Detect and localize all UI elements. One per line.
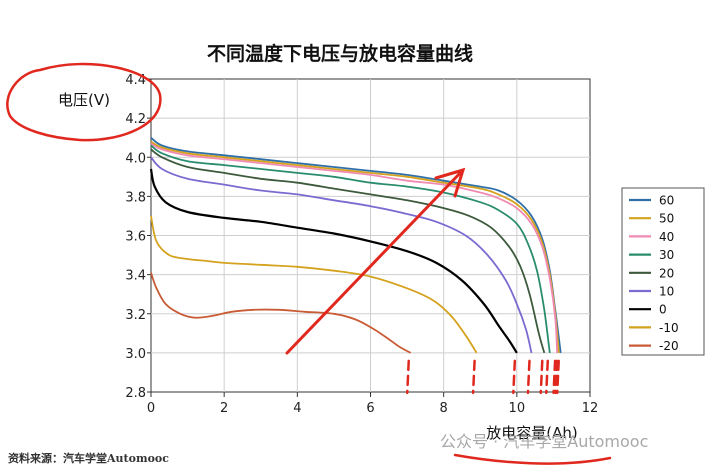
- cutoff-dash-marks: [405, 359, 560, 395]
- trend-arrow-annotation: [285, 168, 465, 355]
- y-axis-ticks: 2.83.03.23.43.63.84.04.24.4: [125, 73, 151, 401]
- cutoff-dash-10: [526, 359, 531, 395]
- x-tick-label: 4: [293, 401, 301, 416]
- series-line-30: [150, 144, 551, 354]
- x-tick-label: 8: [440, 401, 448, 416]
- legend: 60 50 40 30 20 10 0 -10 -20: [621, 187, 705, 356]
- cutoff-dash-50: [554, 359, 559, 395]
- series-line-10: [150, 156, 533, 354]
- ylabel-circle-annotation: [6, 62, 162, 142]
- legend-label-50: 50: [659, 212, 674, 226]
- legend-label-40: 40: [659, 230, 674, 244]
- series-line--10: [150, 215, 478, 354]
- series-line-20: [150, 148, 546, 354]
- legend-label-60: 60: [659, 194, 674, 208]
- series-layer: [149, 136, 562, 354]
- x-tick-label: 12: [582, 401, 599, 416]
- x-tick-label: 0: [147, 401, 155, 416]
- y-tick-label: 3.0: [125, 347, 146, 362]
- watermark-text: 公众号 · 汽车学堂Automooc: [440, 432, 648, 451]
- legend-label--20: -20: [659, 339, 679, 353]
- x-axis-ticks: 0 2 4 6 8 10 12: [147, 392, 598, 416]
- legend-items: 60 50 40 30 20 10 0 -10 -20: [629, 194, 679, 353]
- x-tick-label: 6: [366, 401, 374, 416]
- cutoff-dash-0: [512, 359, 517, 395]
- y-tick-label: 4.0: [125, 151, 146, 166]
- legend-label--10: -10: [659, 321, 679, 335]
- plot-area: [149, 78, 591, 393]
- y-tick-label: 4.2: [125, 112, 146, 127]
- y-tick-label: 3.4: [125, 269, 146, 284]
- trend-arrow-head: [434, 167, 466, 198]
- legend-label-30: 30: [659, 248, 674, 262]
- legend-label-20: 20: [659, 266, 674, 280]
- cutoff-dash--20: [405, 359, 410, 395]
- legend-label-10: 10: [659, 285, 674, 299]
- x-tick-label: 2: [220, 401, 228, 416]
- cutoff-dash-60: [555, 359, 560, 395]
- y-axis-label: 电压(V): [58, 91, 110, 109]
- cutoff-dash-30: [545, 359, 550, 395]
- annotations: [6, 62, 612, 465]
- cutoff-dash--10: [471, 359, 476, 395]
- series-line-50: [150, 140, 560, 353]
- legend-label-0: 0: [659, 303, 667, 317]
- source-footnote: 资料来源：汽车学堂Automooc: [8, 451, 169, 465]
- series-line-40: [150, 142, 558, 353]
- xlabel-underline-annotation: [453, 453, 612, 465]
- y-tick-label: 3.8: [125, 190, 146, 205]
- x-tick-label: 10: [509, 401, 526, 416]
- cutoff-dash-20: [539, 359, 544, 395]
- y-tick-label: 3.6: [125, 230, 146, 245]
- chart-title: 不同温度下电压与放电容量曲线: [207, 42, 473, 65]
- series-line--20: [150, 272, 412, 354]
- series-line-60: [150, 136, 562, 354]
- y-tick-label: 3.2: [125, 308, 146, 323]
- cutoff-dash-40: [552, 359, 557, 395]
- series-line-0: [149, 168, 518, 354]
- x-axis-label: 放电容量(Ah): [486, 424, 577, 442]
- y-tick-label: 2.8: [125, 386, 146, 401]
